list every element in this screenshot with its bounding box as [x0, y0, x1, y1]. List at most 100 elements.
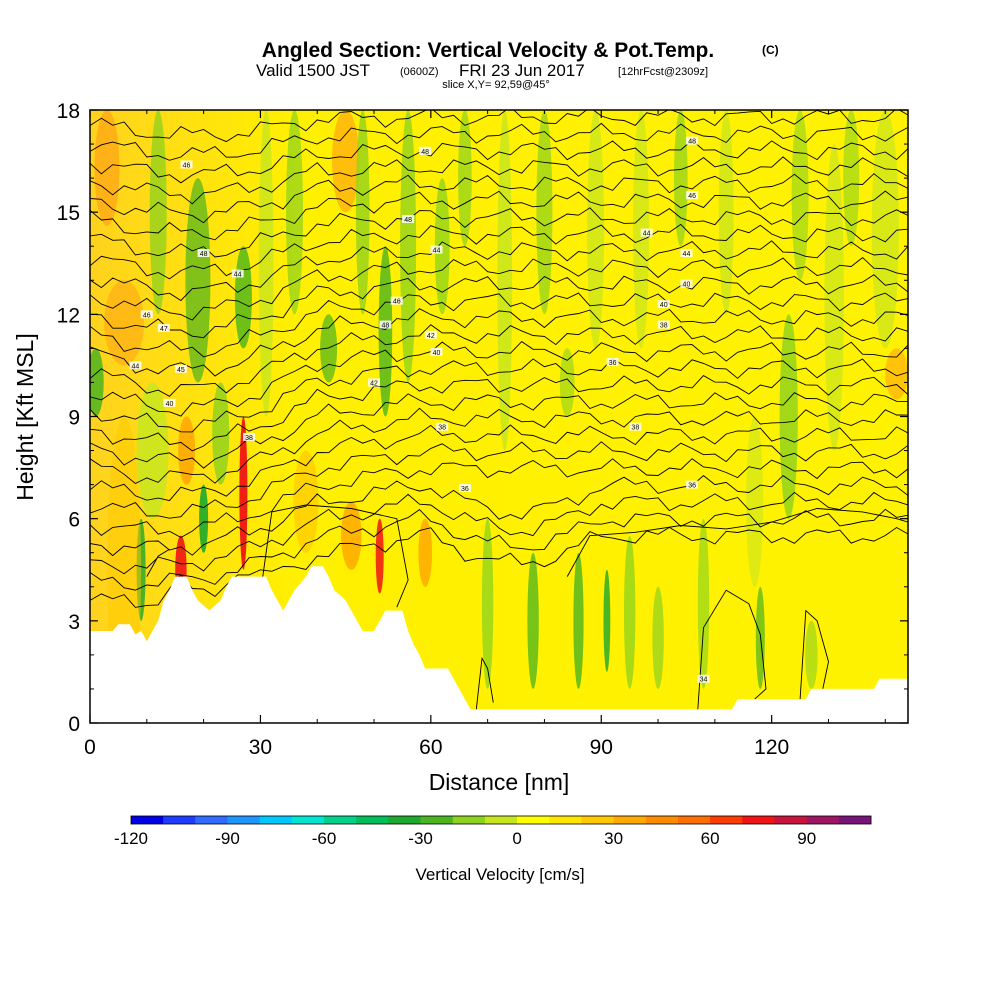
- svg-text:46: 46: [688, 193, 696, 200]
- y-tick-label: 6: [68, 509, 80, 532]
- colorbar: -120 -90 -60 -30 0 30 60 90: [114, 815, 872, 848]
- theta-contour: [90, 223, 908, 280]
- colorbar-swatch: [163, 816, 196, 824]
- svg-text:48: 48: [404, 217, 412, 224]
- theta-contour: [90, 407, 908, 485]
- theta-label: 48: [197, 249, 210, 258]
- svg-text:48: 48: [200, 251, 208, 258]
- zero-velocity-contours: [146, 504, 908, 710]
- theta-label: 46: [686, 191, 699, 200]
- velocity-cell: [885, 348, 908, 400]
- colorbar-label: Vertical Velocity [cm/s]: [415, 865, 584, 884]
- svg-text:36: 36: [688, 483, 696, 490]
- y-tick-label: 18: [57, 100, 80, 123]
- svg-text:40: 40: [166, 401, 174, 408]
- velocity-cell: [573, 552, 584, 689]
- theta-contour: [90, 190, 908, 241]
- copyright-mark: (C): [762, 43, 779, 57]
- x-tick-label: 30: [249, 736, 272, 759]
- svg-text:46: 46: [143, 312, 151, 319]
- colorbar-swatch: [291, 816, 325, 824]
- theta-contour: [90, 292, 908, 358]
- theta-label: 44: [231, 269, 244, 278]
- svg-text:42: 42: [427, 333, 435, 340]
- x-tick-label: 0: [84, 736, 96, 759]
- y-tick-label: 0: [68, 713, 80, 736]
- x-tick-label: 90: [590, 736, 613, 759]
- theta-contour: [90, 274, 908, 339]
- y-tick-label: 12: [57, 304, 80, 327]
- svg-text:44: 44: [132, 363, 140, 370]
- theta-contour: [90, 424, 908, 502]
- valid-time: Valid 1500 JST: [256, 61, 370, 80]
- svg-text:40: 40: [683, 282, 691, 289]
- x-tick-label: 60: [419, 736, 442, 759]
- theta-label: 46: [140, 310, 153, 319]
- theta-contour: [90, 358, 908, 433]
- theta-label: 48: [686, 136, 699, 146]
- colorbar-swatch: [549, 816, 582, 824]
- forecast-run: [12hrFcst@2309z]: [618, 66, 708, 78]
- velocity-cell: [559, 348, 575, 417]
- theta-contour: [90, 110, 908, 143]
- velocity-cell: [805, 620, 818, 690]
- colorbar-tick-label: -90: [215, 829, 240, 848]
- colorbar-swatch: [710, 816, 743, 824]
- theta-label: 48: [419, 146, 432, 156]
- theta-contour: [90, 122, 908, 161]
- theta-contour: [90, 375, 908, 452]
- colorbar-tick-label: 30: [604, 829, 623, 848]
- velocity-cell: [536, 110, 553, 315]
- colorbar-swatch: [452, 816, 486, 824]
- svg-text:38: 38: [245, 435, 253, 442]
- velocity-cell: [185, 178, 211, 383]
- colorbar-swatch: [581, 816, 614, 824]
- colorbar-swatch: [484, 816, 518, 824]
- velocity-cell: [178, 416, 196, 485]
- colorbar-tick-label: -120: [114, 829, 148, 848]
- theta-label: 38: [629, 422, 642, 432]
- x-tick-label: 120: [754, 736, 789, 759]
- theta-contour: [90, 257, 908, 321]
- potential-temperature-contours: [90, 110, 908, 608]
- colorbar-swatch: [259, 816, 293, 824]
- zero-contour: [799, 609, 829, 700]
- y-tick-label: 9: [68, 407, 80, 430]
- colorbar-swatch: [774, 816, 807, 824]
- y-axis-label: Height [Kft MSL]: [12, 333, 38, 500]
- colorbar-swatch: [838, 816, 872, 824]
- svg-text:47: 47: [160, 326, 168, 333]
- velocity-cell: [149, 110, 167, 315]
- velocity-cell: [746, 416, 764, 587]
- theta-label: 48: [379, 320, 392, 330]
- plot-area: 44 46 47 45 40 46 48 44 38 48 46 48 48 44 42 40 38 42 36 36…: [90, 110, 908, 723]
- colorbar-swatch: [645, 816, 679, 824]
- y-tick-label: 3: [68, 611, 80, 634]
- velocity-cell: [104, 280, 144, 366]
- colorbar-swatch: [195, 816, 228, 824]
- theta-contour: [90, 308, 908, 377]
- velocity-cell: [258, 110, 274, 417]
- svg-text:44: 44: [643, 231, 651, 238]
- velocity-cell: [239, 416, 248, 570]
- theta-label: 40: [680, 279, 693, 289]
- colorbar-tick-label: -30: [408, 829, 433, 848]
- theta-contour: [90, 240, 908, 302]
- theta-label: 44: [129, 361, 142, 370]
- theta-contour: [90, 392, 908, 469]
- theta-label: 40: [163, 398, 176, 408]
- zero-contour: [259, 504, 409, 608]
- theta-label: 38: [657, 320, 670, 330]
- theta-contour: [90, 441, 908, 519]
- theta-label: 47: [157, 323, 170, 333]
- svg-text:46: 46: [393, 299, 401, 306]
- velocity-cell: [378, 246, 393, 417]
- theta-label: 34: [697, 674, 710, 684]
- theta-label: 40: [657, 300, 670, 309]
- velocity-cell: [587, 110, 605, 349]
- theta-label: 40: [430, 347, 443, 357]
- svg-text:34: 34: [700, 677, 708, 684]
